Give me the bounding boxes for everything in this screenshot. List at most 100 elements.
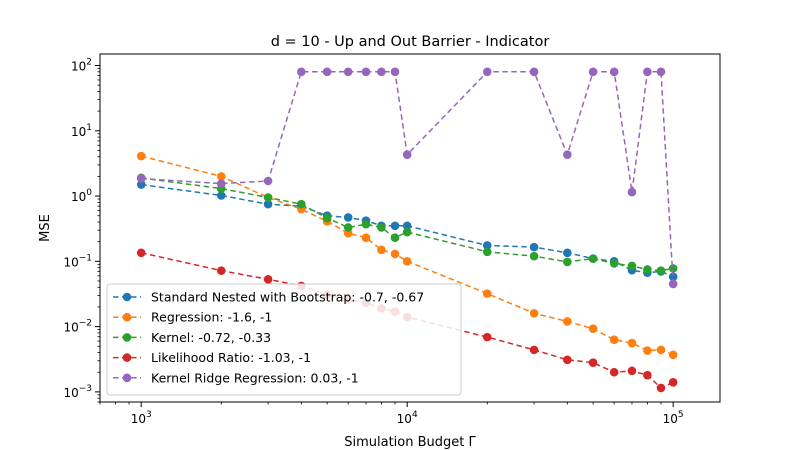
data-point-likelihood-ratio [482, 332, 492, 342]
data-point-kernel-ridge-regression [609, 67, 619, 77]
data-point-kernel-ridge-regression [656, 67, 666, 77]
chart-title: d = 10 - Up and Out Barrier - Indicator [271, 34, 550, 50]
data-point-regression [216, 172, 226, 181]
legend-label: Likelihood Ratio: -1.03, -1 [151, 350, 311, 365]
data-point-standard-nested-with-bootstrap [563, 248, 572, 258]
data-point-likelihood-ratio [643, 370, 652, 380]
data-point-regression [643, 346, 652, 355]
data-point-regression [482, 289, 492, 298]
data-point-standard-nested-with-bootstrap [216, 191, 226, 200]
data-point-kernel-ridge-regression [668, 279, 678, 289]
x-tick-label: 104 [397, 410, 418, 426]
data-point-kernel-ridge-regression [402, 150, 412, 160]
legend-label: Standard Nested with Bootstrap: -0.7, -0… [151, 290, 424, 305]
data-point-kernel [668, 264, 678, 273]
data-point-standard-nested-with-bootstrap [529, 242, 539, 252]
data-point-kernel-ridge-regression [216, 179, 226, 188]
legend-label: Kernel Ridge Regression: 0.03, -1 [151, 370, 359, 385]
data-point-likelihood-ratio [668, 378, 678, 387]
data-point-standard-nested-with-bootstrap [390, 221, 400, 231]
data-point-likelihood-ratio [656, 383, 666, 393]
data-point-regression [390, 249, 400, 259]
x-axis: 103 104 105 [99, 402, 684, 426]
data-point-standard-nested-with-bootstrap [402, 221, 412, 231]
data-point-kernel-ridge-regression [563, 150, 572, 160]
data-point-kernel-ridge-regression [343, 67, 353, 77]
data-point-kernel-ridge-regression [482, 67, 492, 77]
data-point-kernel-ridge-regression [529, 67, 539, 77]
data-point-kernel [609, 259, 619, 268]
data-point-kernel-ridge-regression [588, 67, 598, 77]
data-point-kernel [263, 193, 273, 202]
plot-frame [99, 53, 721, 403]
data-point-kernel [529, 251, 539, 261]
data-point-kernel-ridge-regression [377, 67, 386, 77]
y-tick-label: 101 [71, 123, 92, 139]
x-tick-label: 105 [663, 410, 684, 426]
legend-label: Kernel: -0.72, -0.33 [151, 330, 271, 345]
data-point-likelihood-ratio [216, 266, 226, 275]
data-point-regression [377, 245, 386, 255]
data-point-regression [563, 317, 572, 326]
data-point-kernel [643, 265, 652, 274]
data-point-kernel-ridge-regression [263, 176, 273, 186]
data-point-kernel [361, 219, 371, 229]
data-point-likelihood-ratio [529, 345, 539, 355]
legend-marker [122, 373, 132, 383]
x-tick-label: 103 [131, 410, 152, 426]
y-tick-label: 102 [71, 57, 92, 73]
data-point-likelihood-ratio [136, 248, 146, 258]
legend-marker [122, 292, 132, 302]
data-point-regression [402, 257, 412, 266]
y-tick-label: 100 [71, 188, 92, 204]
data-point-standard-nested-with-bootstrap [263, 199, 273, 209]
data-point-kernel [482, 247, 492, 257]
legend-label: Regression: -1.6, -1 [151, 310, 272, 325]
data-point-kernel-ridge-regression [643, 67, 652, 77]
data-point-kernel [377, 223, 386, 232]
data-point-kernel-ridge-regression [297, 67, 306, 77]
data-point-standard-nested-with-bootstrap [343, 213, 353, 222]
data-point-kernel-ridge-regression [361, 67, 371, 77]
legend: Standard Nested with Bootstrap: -0.7, -0… [106, 283, 462, 396]
data-point-kernel-ridge-regression [390, 67, 400, 77]
data-point-regression [136, 151, 146, 161]
data-point-regression [361, 233, 371, 243]
data-point-standard-nested-with-bootstrap [668, 272, 678, 282]
data-point-likelihood-ratio [588, 358, 598, 367]
data-point-kernel [588, 254, 598, 263]
data-point-standard-nested-with-bootstrap [482, 241, 492, 250]
y-tick-label: 10−1 [63, 253, 92, 269]
data-point-kernel [656, 266, 666, 275]
y-axis-label: MSE [38, 214, 53, 242]
data-point-regression [529, 308, 539, 318]
data-point-regression [588, 324, 598, 333]
data-point-likelihood-ratio [563, 355, 572, 365]
data-point-likelihood-ratio [263, 275, 273, 284]
data-point-kernel [402, 227, 412, 237]
y-axis: 10−3 10−2 10−1 100 101 102 [63, 57, 100, 403]
data-point-kernel-ridge-regression [136, 174, 146, 183]
legend-marker [122, 333, 132, 342]
data-point-kernel [390, 233, 400, 243]
data-point-standard-nested-with-bootstrap [136, 180, 146, 189]
data-point-regression [656, 345, 666, 355]
data-point-kernel-ridge-regression [627, 187, 637, 197]
y-tick-label: 10−2 [63, 319, 92, 335]
y-tick-label: 10−3 [63, 384, 92, 400]
data-point-kernel [297, 199, 306, 209]
data-point-kernel-ridge-regression [322, 67, 332, 77]
data-point-kernel [627, 261, 637, 271]
data-point-regression [609, 335, 619, 345]
data-point-regression [668, 350, 678, 360]
x-axis-label: Simulation Budget Γ [344, 435, 476, 450]
data-point-kernel [563, 257, 572, 267]
legend-marker [122, 312, 132, 322]
data-point-likelihood-ratio [609, 367, 619, 377]
data-point-kernel [343, 223, 353, 232]
legend-marker [122, 353, 132, 362]
legend-box [106, 283, 462, 396]
data-point-likelihood-ratio [627, 366, 637, 376]
data-point-kernel [322, 213, 332, 223]
